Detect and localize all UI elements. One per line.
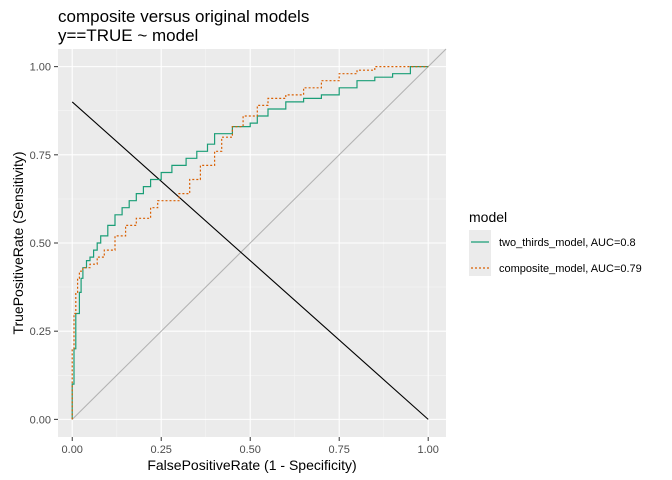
y-tick-label: 0.00 — [30, 414, 51, 426]
black-reference-line — [71, 101, 429, 420]
x-axis-title: FalsePositiveRate (1 - Specificity) — [147, 457, 356, 473]
y-tick-label: 0.75 — [30, 150, 51, 162]
y-tick-label: 1.00 — [30, 62, 51, 74]
chart-subtitle: y==TRUE ~ model — [58, 26, 198, 45]
y-tick-label: 0.50 — [30, 238, 51, 250]
legend-title: model — [469, 209, 507, 225]
x-axis-ticks: 0.00 0.25 0.50 0.75 1.00 — [62, 437, 439, 456]
x-tick-label: 0.00 — [62, 444, 83, 456]
y-axis-ticks: 0.00 0.25 0.50 0.75 1.00 — [30, 62, 58, 426]
series-lines — [71, 66, 429, 420]
reference-lines — [71, 48, 447, 420]
legend-label: two_thirds_model, AUC=0.8 — [499, 237, 636, 249]
series-line-1 — [71, 66, 429, 420]
diagonal-reference-line — [71, 48, 447, 420]
legend-label: composite_model, AUC=0.79 — [499, 263, 642, 275]
x-tick-label: 0.25 — [151, 444, 172, 456]
chart-title: composite versus original models — [58, 7, 309, 26]
x-tick-label: 1.00 — [417, 444, 438, 456]
legend-key-bg — [469, 230, 491, 276]
y-axis-title: TruePositiveRate (Sensitivity) — [10, 151, 26, 334]
x-tick-label: 0.75 — [329, 444, 350, 456]
series-line-2 — [71, 66, 429, 420]
x-tick-label: 0.50 — [240, 444, 261, 456]
legend: model two_thirds_model, AUC=0.8 composite… — [469, 209, 642, 276]
y-tick-label: 0.25 — [30, 326, 51, 338]
